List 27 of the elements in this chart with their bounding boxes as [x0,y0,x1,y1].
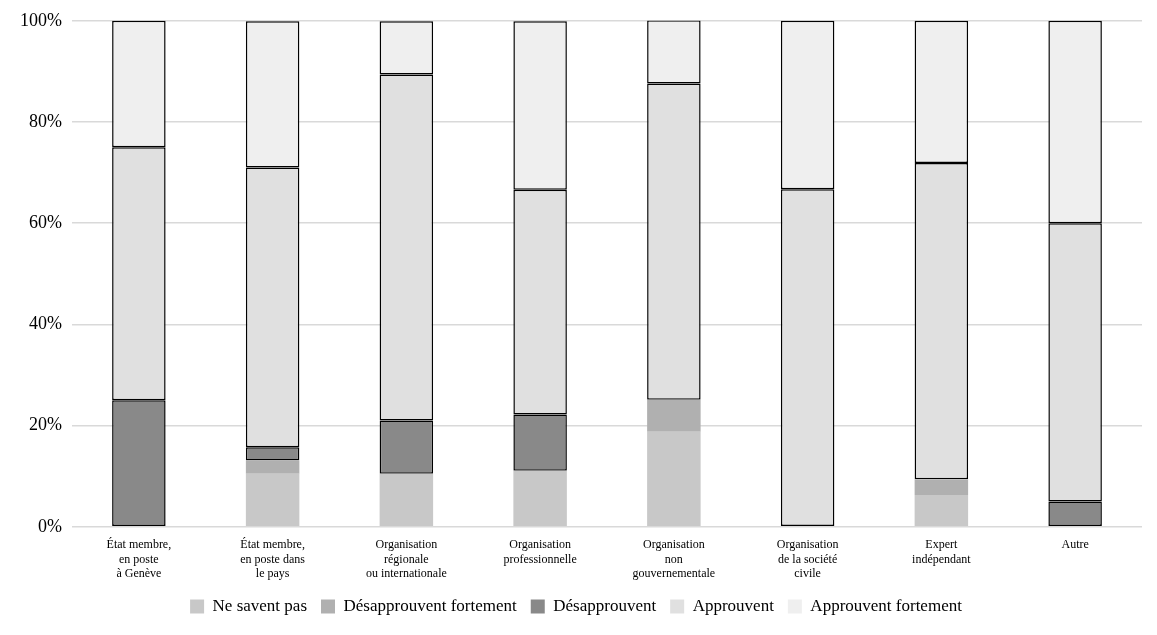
x-tick-label: Organisation de la société civile [776,537,839,580]
legend-label: Désapprouvent [553,595,657,615]
bar [647,431,701,527]
x-tick-label: Expert indépendant [912,537,972,566]
x-tick-label: Organisation professionnelle [503,537,577,566]
x-tick-label: Autre [1061,537,1089,552]
y-tick-label: 0% [37,515,62,536]
y-tick-label: 20% [28,414,62,435]
legend-label: Approuvent fortement [810,595,963,615]
legend-label: Désapprouvent fortement [343,595,518,615]
legend-label: Ne savent pas [212,595,308,615]
y-tick-label: 40% [28,313,62,334]
bar [513,470,567,527]
bar [379,473,434,527]
y-tick-label: 60% [28,211,62,232]
bar [914,479,969,495]
bar [914,494,969,527]
y-tick-label: 80% [28,110,62,131]
legend-label: Approuvent [692,595,775,615]
bar [647,399,701,432]
x-tick-label: Organisation non gouvernementale [632,537,716,580]
x-tick-label: État membre, en poste à Genève [106,537,172,580]
bar [245,460,300,474]
x-tick-label: Organisation régionale ou internationale [365,537,447,580]
y-tick-label: 100% [19,9,62,30]
x-tick-label: État membre, en poste dans le pays [240,537,306,580]
bar [245,473,300,527]
